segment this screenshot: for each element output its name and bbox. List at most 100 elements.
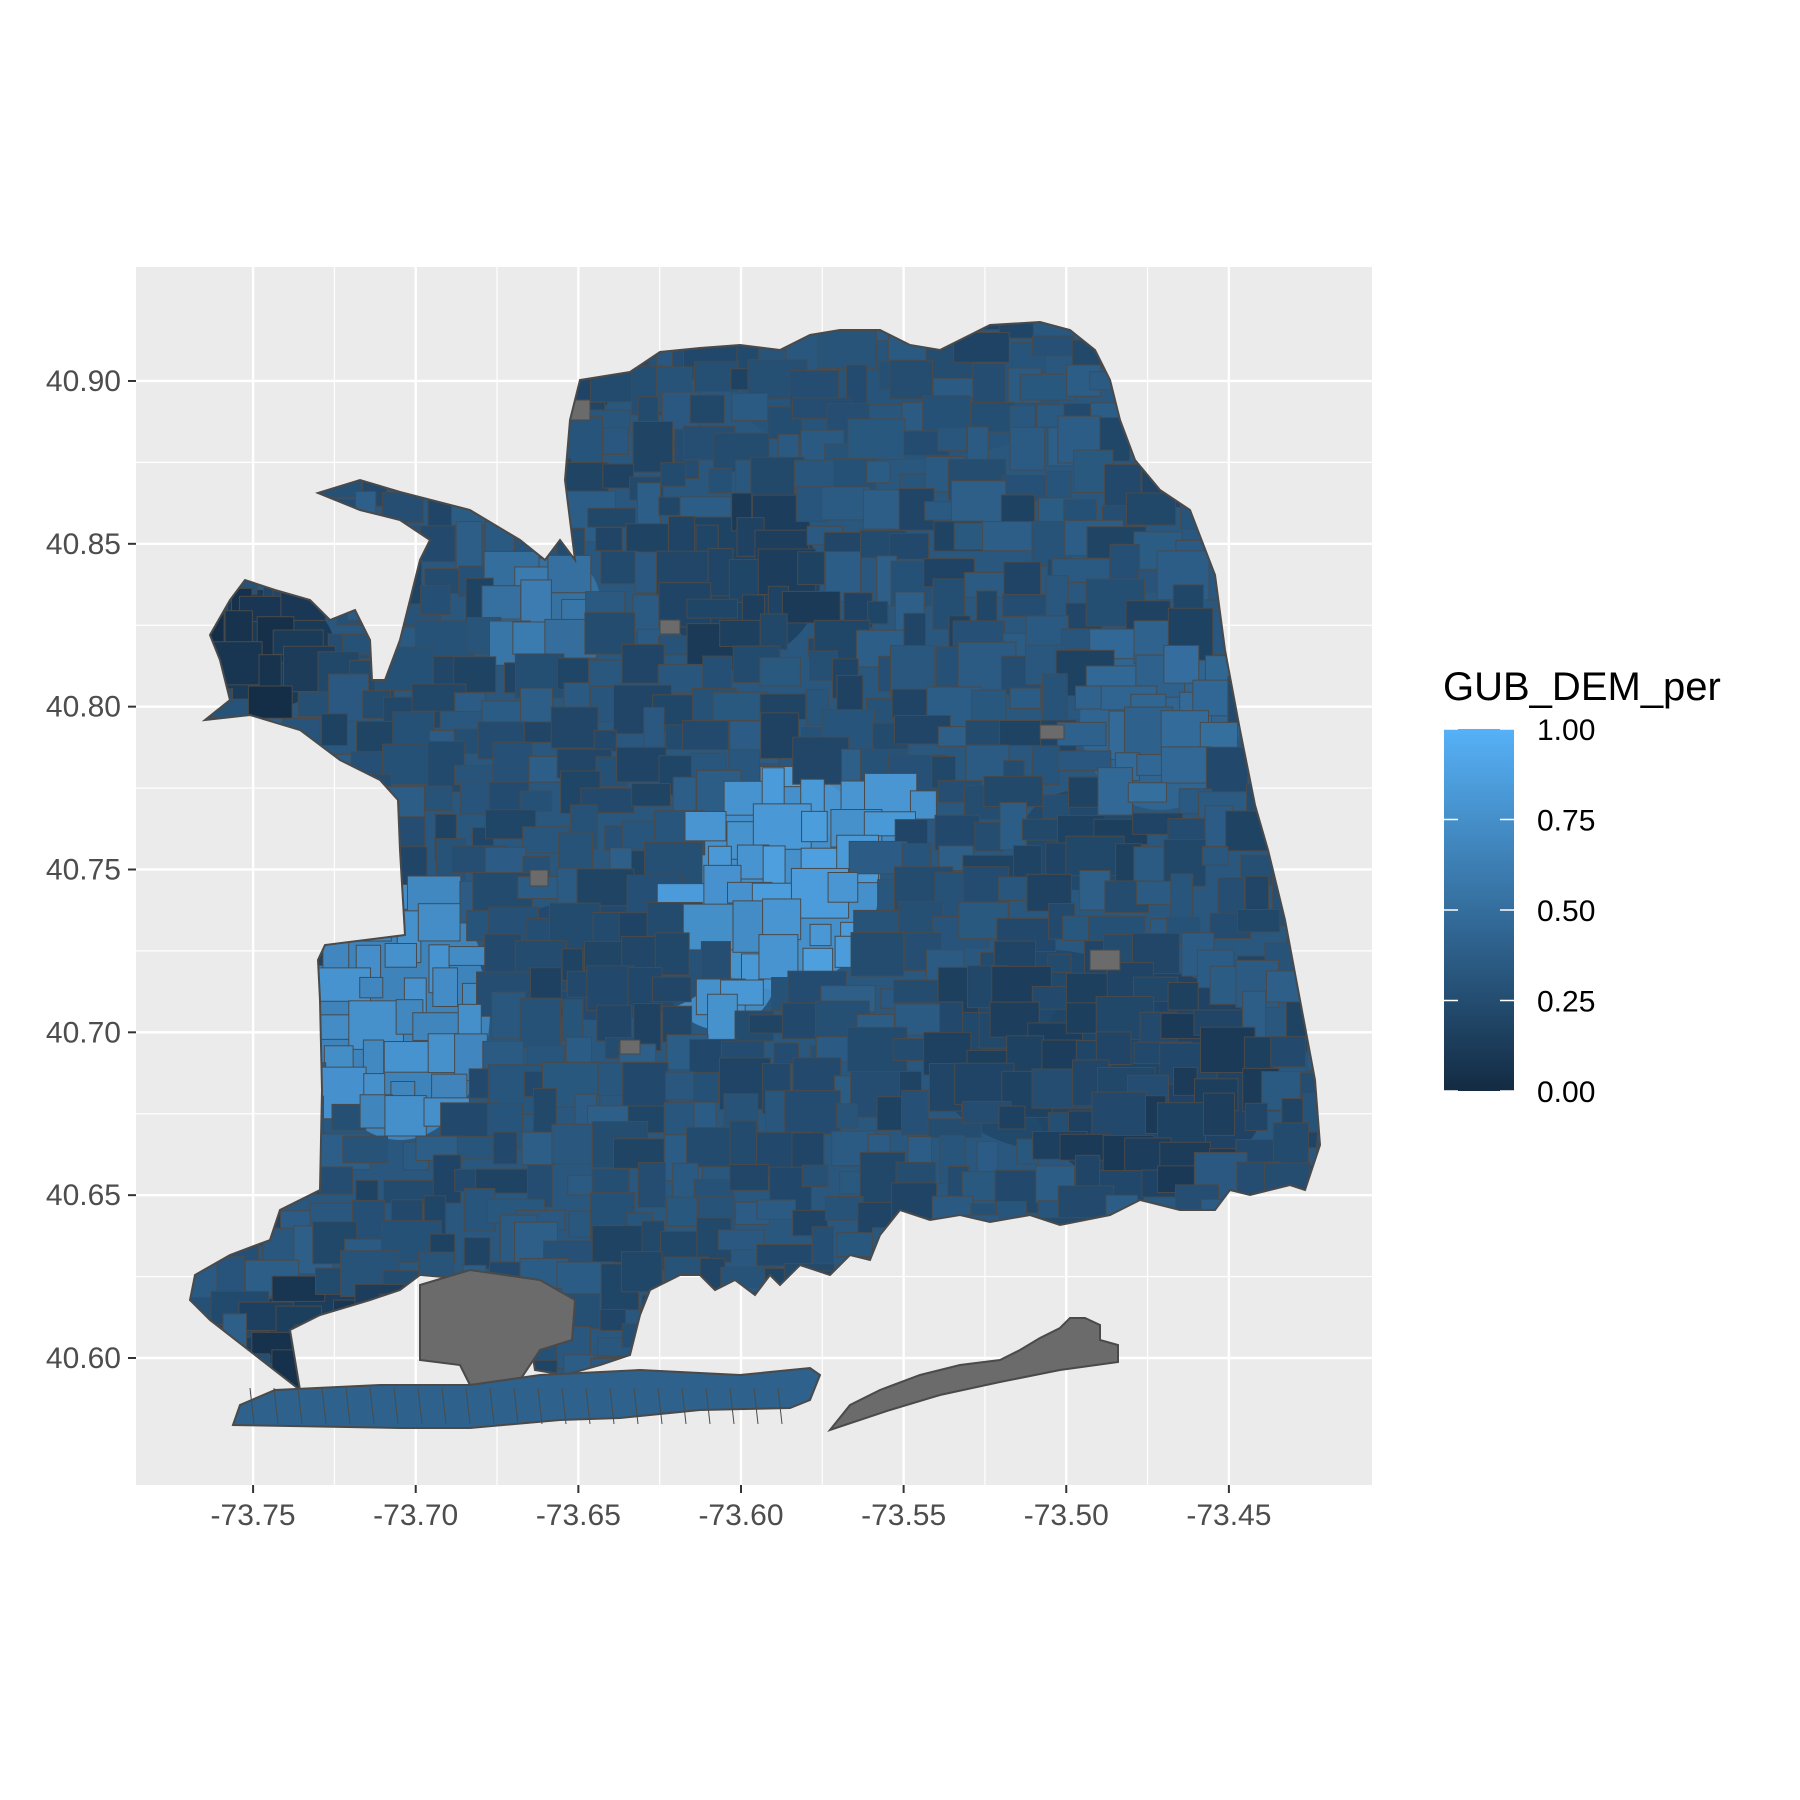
legend-label: 0.00 (1537, 1076, 1595, 1109)
district-polygon (384, 1095, 427, 1137)
district-polygon (792, 736, 850, 785)
barrier-subdivision (681, 1387, 687, 1425)
district-polygon (756, 1243, 813, 1267)
y-tick-label: 40.90 (46, 365, 121, 398)
y-tick-label: 40.70 (46, 1016, 121, 1049)
district-polygon (707, 993, 738, 1042)
district-polygon (342, 1135, 389, 1164)
district-polygon (456, 1135, 494, 1160)
barrier-subdivision (657, 1387, 663, 1425)
district-polygon (909, 790, 937, 820)
district-polygon (998, 1105, 1026, 1130)
district-polygon (684, 811, 727, 842)
district-polygon (847, 418, 906, 460)
district-polygon (384, 942, 417, 968)
district-polygon (297, 691, 331, 717)
district-polygon (602, 427, 629, 455)
district-polygon (1127, 782, 1167, 803)
district-polygon (901, 843, 932, 870)
district-polygon (1009, 426, 1046, 471)
district-polygon (1002, 593, 1053, 617)
barrier-subdivision (633, 1387, 639, 1425)
district-polygon (893, 979, 941, 1004)
district-polygon (547, 554, 592, 594)
district-polygon (492, 741, 533, 784)
district-polygon (561, 998, 584, 1042)
district-polygon (519, 997, 562, 1049)
district-polygon (616, 746, 667, 783)
barrier-subdivision (777, 1387, 783, 1425)
district-polygon (1095, 1031, 1132, 1065)
district-polygon (665, 1071, 696, 1101)
na-region (529, 869, 549, 887)
na-region-barrier-east (827, 1317, 1119, 1433)
x-tick-label: -73.45 (1186, 1499, 1271, 1532)
district-polygon (1091, 1091, 1147, 1140)
district-polygon (431, 1073, 468, 1099)
na-region (1089, 949, 1121, 971)
district-polygon (359, 976, 384, 999)
district-polygon (320, 713, 348, 747)
district-polygon (637, 396, 659, 423)
district-polygon (1097, 767, 1133, 816)
y-tick-label: 40.65 (46, 1179, 121, 1212)
district-polygon (620, 1251, 663, 1293)
district-polygon (1203, 1092, 1235, 1136)
district-polygon (850, 932, 904, 977)
district-polygon (550, 706, 599, 749)
district-polygon (756, 1199, 796, 1220)
district-polygon (867, 600, 889, 625)
district-polygon (593, 729, 617, 752)
district-polygon (596, 1004, 633, 1042)
district-polygon (352, 1199, 386, 1242)
district-polygon (839, 1171, 863, 1195)
district-polygon (719, 619, 761, 648)
district-polygon (586, 965, 634, 1012)
district-polygon (660, 462, 686, 487)
na-region (659, 619, 681, 635)
district-polygon (689, 394, 725, 424)
district-polygon (937, 427, 968, 452)
district-polygon (1167, 982, 1199, 1011)
district-polygon (621, 643, 665, 684)
barrier-subdivision (249, 1387, 255, 1425)
y-tick-label: 40.85 (46, 528, 121, 561)
district-polygon (355, 1179, 379, 1202)
district-polygon (1135, 880, 1174, 905)
legend-label: 0.75 (1537, 805, 1595, 838)
x-tick-label: -73.65 (536, 1499, 621, 1532)
x-tick-label: -73.70 (373, 1499, 458, 1532)
district-polygon (475, 1168, 533, 1194)
district-polygon (759, 657, 801, 687)
district-polygon (717, 1229, 765, 1251)
district-polygon (1270, 1036, 1306, 1068)
district-polygon (866, 460, 891, 484)
district-polygon (258, 654, 282, 691)
district-polygon (952, 620, 1006, 647)
district-polygon (659, 1230, 702, 1260)
legend-title: GUB_DEM_per (1443, 665, 1721, 709)
y-tick-label: 40.60 (46, 1342, 121, 1375)
district-polygon (784, 1090, 841, 1135)
mainland-outline (188, 320, 1322, 1393)
district-polygon (1237, 908, 1281, 933)
barrier-subdivision (465, 1387, 471, 1425)
district-polygon (759, 613, 788, 651)
district-polygon (901, 1089, 929, 1136)
legend-label: 0.50 (1537, 895, 1595, 928)
district-polygon (432, 967, 459, 1007)
y-axis: 40.60 40.65 40.70 40.75 40.80 40.85 40.90 (46, 365, 136, 1375)
district-polygon (809, 923, 832, 947)
district-polygon (731, 392, 769, 422)
district-polygon (889, 359, 933, 400)
district-polygon (519, 790, 553, 812)
district-polygon (1047, 953, 1072, 973)
district-polygon (1244, 1102, 1269, 1131)
district-polygon (1272, 1122, 1309, 1165)
district-polygon (622, 1061, 669, 1111)
barrier-subdivision (513, 1387, 519, 1425)
district-polygon (976, 1140, 998, 1173)
x-axis: -73.75 -73.70 -73.65 -73.60 -73.55 -73.50 -73.… (211, 1485, 1271, 1532)
na-region (619, 1039, 641, 1055)
district-polygon (811, 1226, 834, 1267)
